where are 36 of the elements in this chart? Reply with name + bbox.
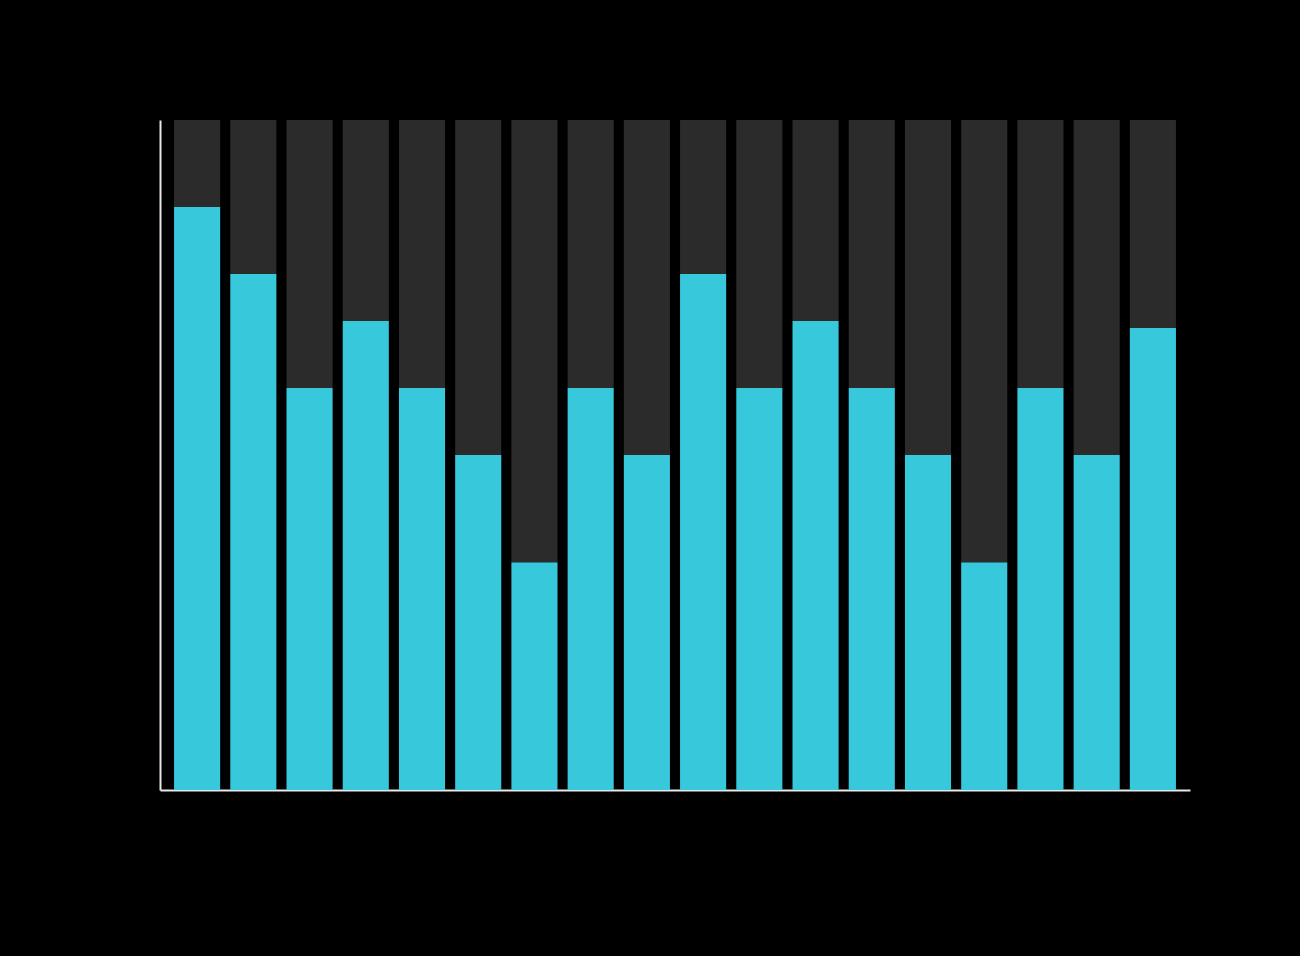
bar [792, 120, 839, 321]
bar [286, 120, 333, 388]
bar [623, 120, 670, 455]
bar [567, 120, 614, 388]
bar [230, 120, 277, 275]
bar [1129, 327, 1176, 790]
bar [511, 562, 558, 790]
bar [398, 120, 446, 388]
bar [961, 120, 1008, 563]
bar [1073, 455, 1120, 790]
bar [1017, 120, 1064, 388]
bar [736, 388, 783, 790]
bar [680, 274, 727, 790]
bar [961, 562, 1008, 790]
bar [848, 388, 895, 790]
bar [1073, 120, 1120, 455]
bar [174, 207, 221, 790]
bar [904, 120, 952, 455]
bar [792, 321, 839, 790]
bar [286, 388, 333, 790]
bar [736, 120, 783, 388]
bar [1129, 120, 1176, 328]
bar [567, 388, 614, 790]
bar [511, 120, 558, 563]
bar [174, 120, 221, 208]
bar [848, 120, 895, 388]
bar [680, 120, 727, 275]
bar [342, 321, 389, 790]
bar [398, 388, 446, 790]
bar [904, 455, 952, 790]
bar [623, 455, 670, 790]
bar [342, 120, 389, 321]
bar [455, 455, 502, 790]
bar [1017, 388, 1064, 790]
bar [230, 274, 277, 790]
bar [455, 120, 502, 455]
